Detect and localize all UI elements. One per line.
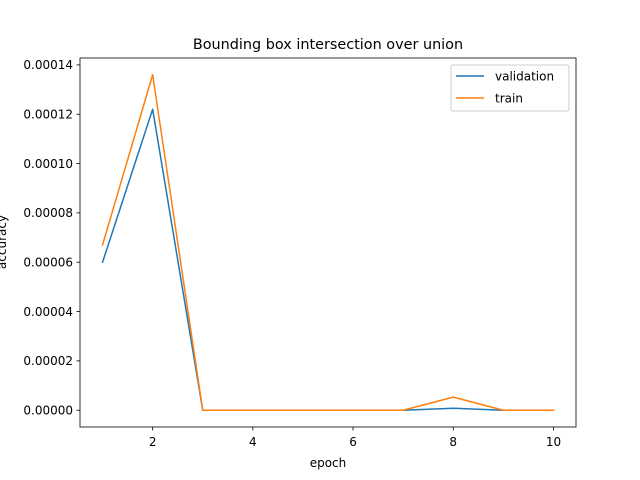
series-layer [101,74,555,411]
y-tick-label: 0.00010 [23,157,73,171]
x-tick-label: 8 [449,435,457,449]
y-axis: 0.00000 0.00002 0.00004 0.00006 0.00008 0.000… [23,58,80,418]
series-line-train [101,74,555,411]
y-tick-label: 0.00000 [23,404,73,418]
y-tick-label: 0.00012 [23,108,73,122]
x-tick-label: 2 [149,435,157,449]
x-tick-label: 4 [249,435,257,449]
legend-label-validation: validation [495,69,554,83]
plot-area [80,58,576,427]
x-axis: 2 4 6 8 10 [149,427,561,449]
x-tick-label: 6 [349,435,357,449]
y-axis-label: accuracy [0,215,9,269]
y-tick-label: 0.00008 [23,206,73,220]
y-tick-label: 0.00014 [23,58,73,72]
y-tick-label: 0.00004 [23,305,73,319]
y-tick-label: 0.00006 [23,256,73,270]
axes-frame [79,57,577,428]
legend: validation train [450,64,570,112]
legend-label-train: train [495,91,523,105]
x-axis-label: epoch [310,456,347,470]
x-tick-label: 10 [546,435,561,449]
chart-title: Bounding box intersection over union [193,37,463,53]
y-tick-label: 0.00002 [23,354,73,368]
